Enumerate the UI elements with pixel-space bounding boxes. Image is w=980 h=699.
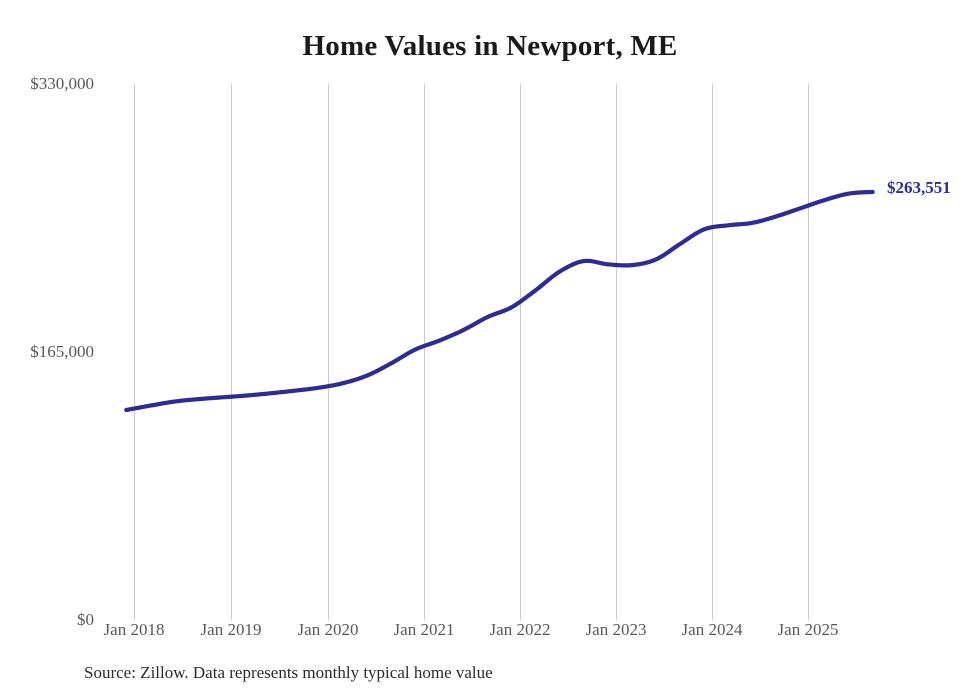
x-tick-jan-2024: Jan 2024: [681, 620, 743, 639]
gridline-jan-2024: [712, 84, 713, 620]
series-line-typical-home-value: [124, 189, 875, 413]
y-tick-0: $0: [77, 610, 94, 629]
gridline-jan-2018: [134, 84, 135, 620]
x-tick-jan-2021: Jan 2021: [393, 620, 455, 639]
y-tick-330000: $330,000: [30, 74, 94, 93]
gridline-jan-2019: [231, 84, 232, 620]
x-tick-jan-2022: Jan 2022: [489, 620, 551, 639]
gridline-jan-2020: [328, 84, 329, 620]
x-tick-jan-2018: Jan 2018: [103, 620, 165, 639]
gridline-jan-2022: [520, 84, 521, 620]
x-tick-jan-2019: Jan 2019: [200, 620, 262, 639]
source-note: Source: Zillow. Data represents monthly …: [84, 663, 493, 682]
gridline-jan-2021: [424, 84, 425, 620]
gridline-jan-2023: [616, 84, 617, 620]
x-tick-jan-2020: Jan 2020: [297, 620, 359, 639]
end-value-label: $263,551: [887, 178, 951, 197]
x-tick-jan-2023: Jan 2023: [585, 620, 647, 639]
x-tick-jan-2025: Jan 2025: [777, 620, 839, 639]
gridline-jan-2025: [808, 84, 809, 620]
y-tick-165000: $165,000: [30, 342, 94, 361]
chart-title: Home Values in Newport, ME: [302, 30, 678, 62]
